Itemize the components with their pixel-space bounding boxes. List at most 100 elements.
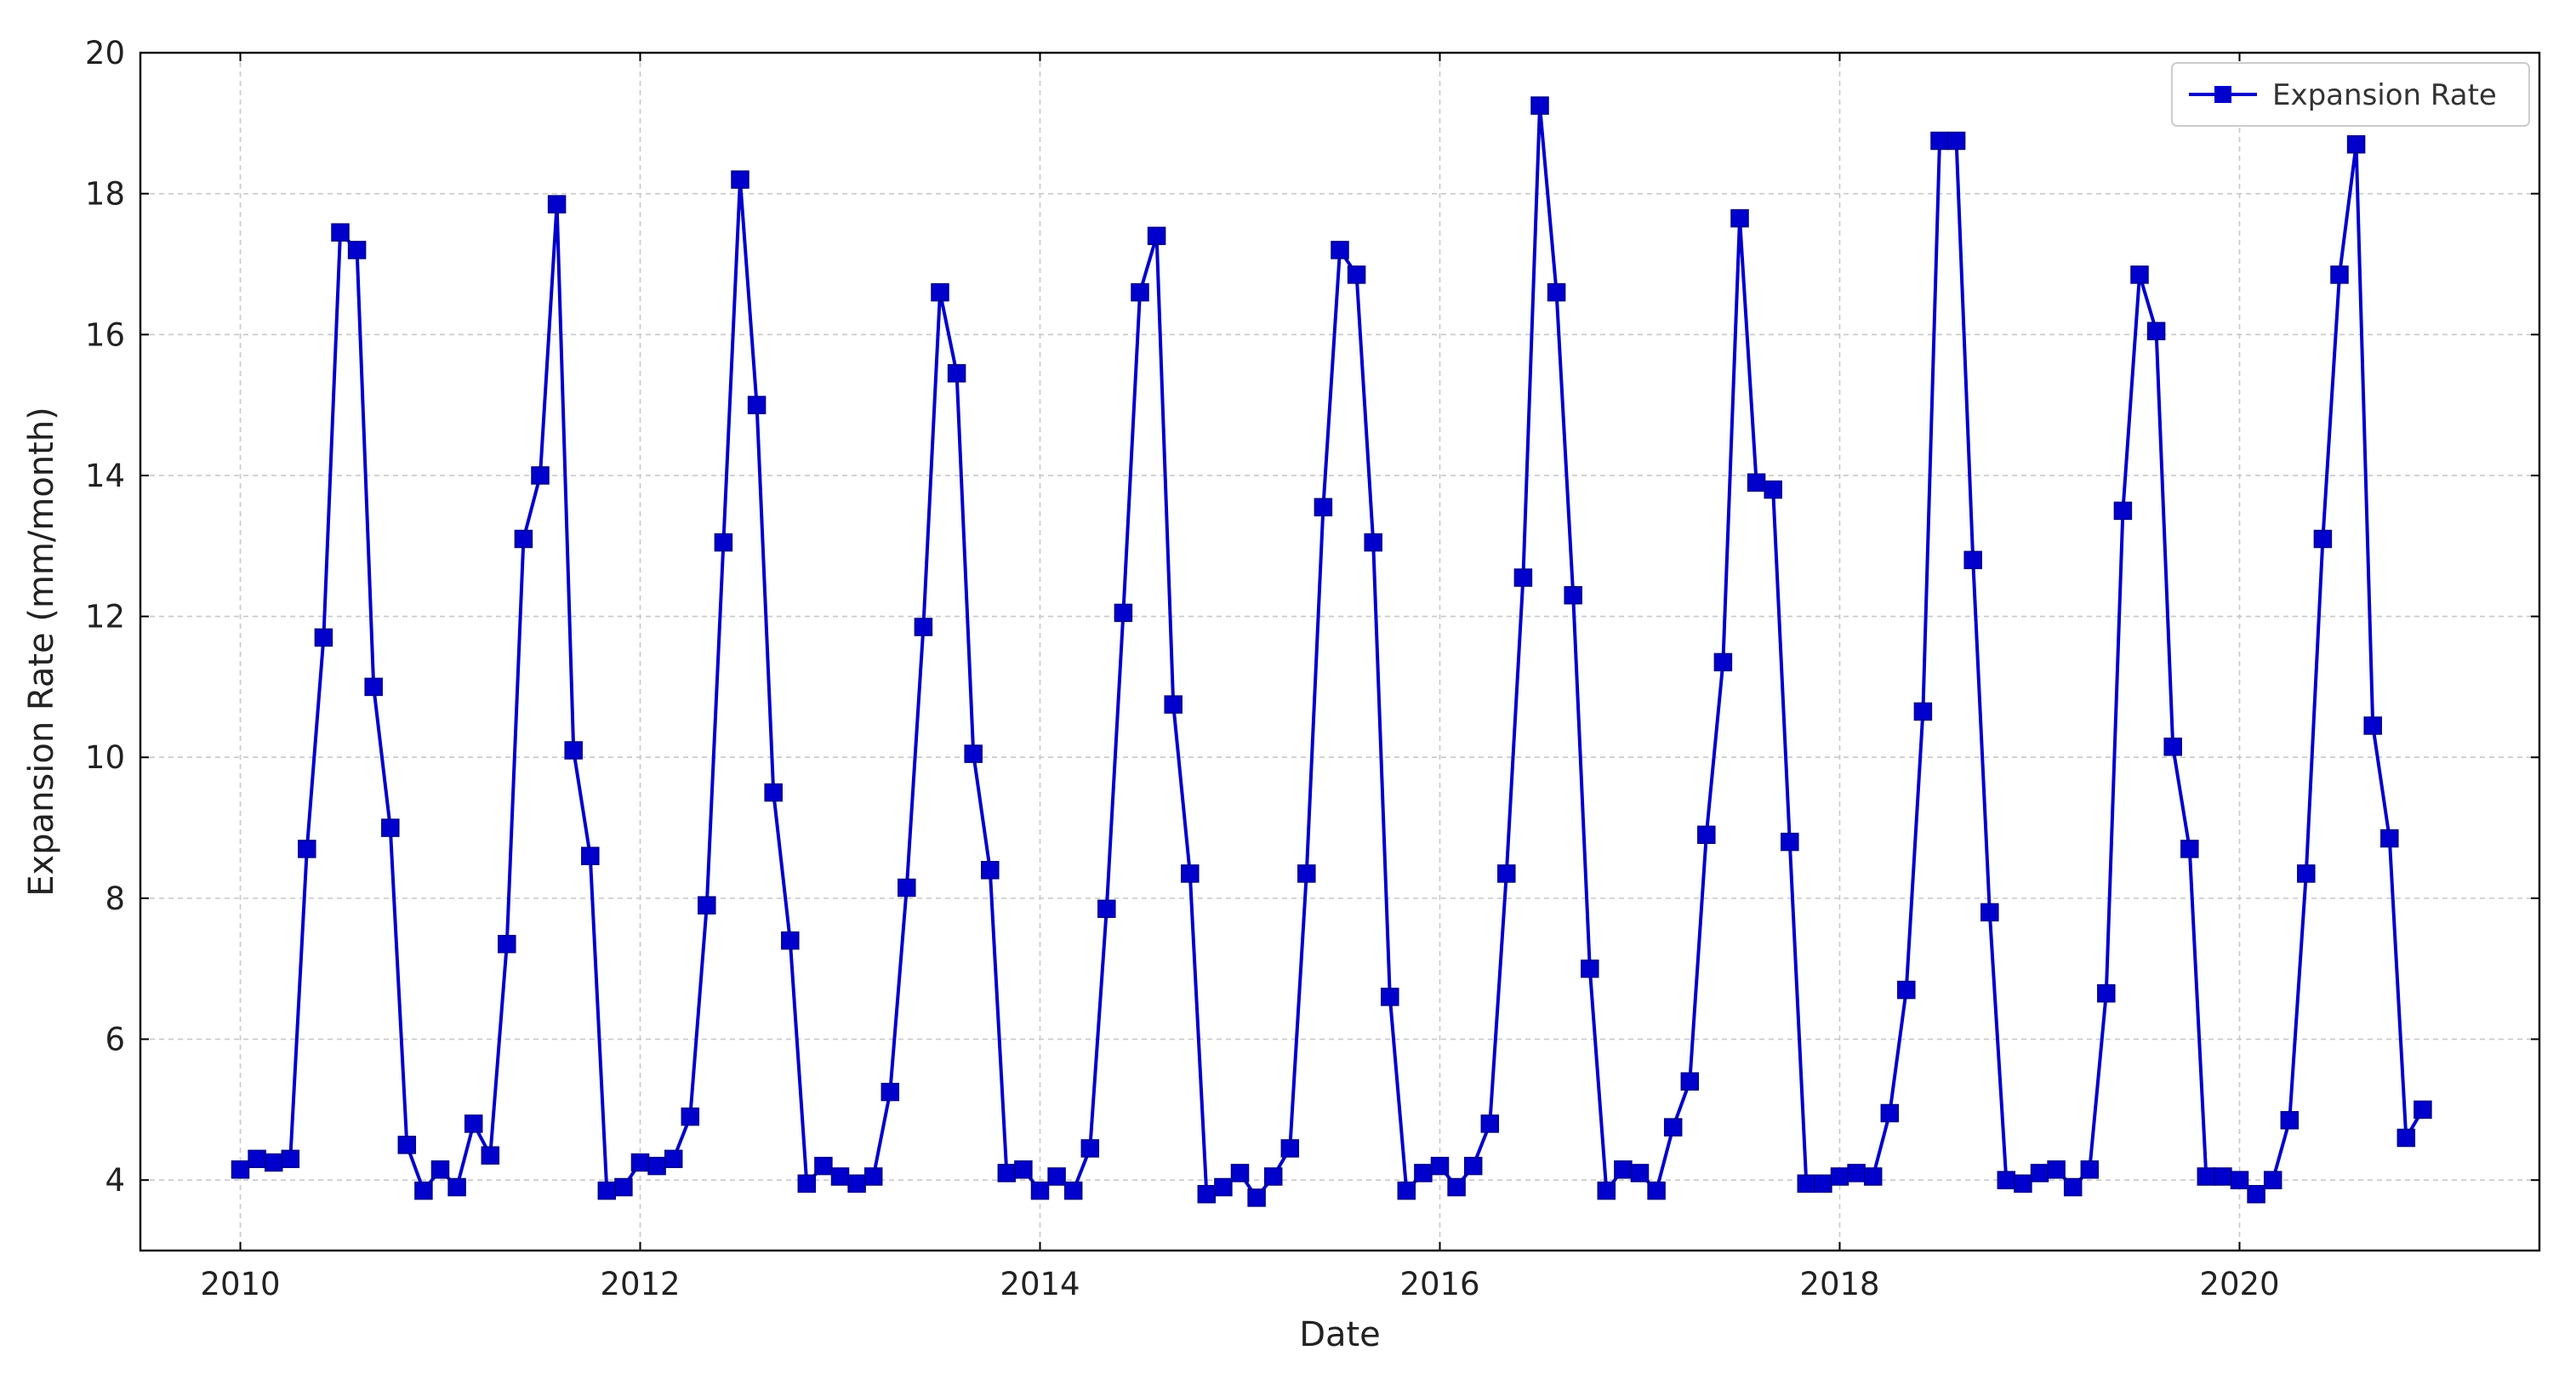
data-point	[2063, 1177, 2083, 1197]
data-point	[414, 1181, 433, 1200]
data-point	[1114, 603, 1133, 623]
data-point	[931, 282, 949, 302]
x-tick-label: 2018	[1799, 1266, 1879, 1302]
data-point	[681, 1107, 700, 1126]
data-point	[614, 1177, 633, 1197]
data-point	[2113, 501, 2133, 521]
legend-marker-swatch	[2214, 86, 2231, 103]
data-point	[1930, 131, 1949, 151]
x-tick-label: 2020	[2199, 1266, 2279, 1302]
data-point	[1197, 1184, 1217, 1204]
data-point	[1697, 825, 1716, 845]
data-point	[248, 1149, 266, 1169]
data-point	[1347, 265, 1366, 284]
data-point	[1530, 96, 1549, 115]
data-point	[863, 1167, 883, 1186]
data-point	[331, 223, 350, 242]
data-point	[298, 840, 316, 858]
data-point	[1230, 1164, 1250, 1182]
data-point	[1164, 695, 1183, 714]
data-point	[1547, 282, 1566, 302]
series-layer	[231, 96, 2432, 1207]
data-point	[1214, 1177, 1233, 1197]
data-point	[1263, 1167, 1283, 1186]
data-point	[1397, 1181, 1416, 1200]
data-point	[1381, 988, 1399, 1006]
data-point	[2280, 1111, 2300, 1130]
data-point	[1830, 1167, 1849, 1186]
data-point	[281, 1149, 300, 1169]
data-point	[1946, 131, 1966, 151]
data-point	[1097, 899, 1116, 919]
data-point	[881, 1082, 900, 1102]
y-tick-label: 18	[85, 176, 125, 213]
data-point	[498, 934, 516, 954]
data-point	[2214, 1167, 2232, 1186]
data-point	[1597, 1181, 1616, 1200]
x-tick-label: 2014	[1000, 1266, 1080, 1302]
data-point	[2197, 1167, 2216, 1186]
data-point	[797, 1174, 817, 1194]
y-tick-label: 14	[85, 458, 125, 494]
data-point	[1047, 1167, 1066, 1186]
data-point	[1080, 1139, 1100, 1158]
legend-entry-expansion-rate: Expansion Rate	[2272, 78, 2497, 112]
data-point	[364, 677, 383, 697]
data-point	[2396, 1128, 2416, 1148]
data-point	[664, 1149, 683, 1169]
data-point	[314, 628, 333, 647]
x-axis-label: Date	[1299, 1315, 1381, 1354]
data-point	[1614, 1160, 1633, 1179]
data-point	[2030, 1164, 2049, 1182]
data-point	[2097, 983, 2116, 1003]
data-point	[1880, 1103, 1900, 1123]
data-point	[1147, 226, 1166, 246]
data-point	[731, 170, 749, 189]
data-point	[1713, 652, 1733, 672]
data-point	[1747, 473, 1766, 492]
data-point	[1364, 533, 1382, 552]
data-point	[914, 618, 933, 636]
y-tick-label: 10	[85, 739, 125, 776]
data-point	[564, 741, 583, 760]
data-point	[2130, 265, 2149, 284]
data-point	[997, 1164, 1017, 1182]
data-point	[1581, 959, 1599, 978]
data-point	[1897, 980, 1916, 1000]
plot-frame	[139, 51, 2541, 1252]
data-point	[947, 364, 966, 383]
data-point	[747, 396, 767, 414]
y-tick-label: 12	[85, 599, 125, 635]
data-point	[1181, 864, 1200, 883]
data-point	[1030, 1181, 1050, 1200]
data-point	[714, 533, 733, 552]
data-point	[597, 1181, 617, 1200]
data-point	[981, 861, 1000, 880]
data-point	[1131, 282, 1149, 302]
data-point	[1063, 1181, 1083, 1200]
data-point	[1680, 1072, 1700, 1091]
data-point	[2380, 829, 2399, 848]
data-point	[231, 1160, 250, 1179]
data-point	[1463, 1156, 1483, 1176]
data-point	[464, 1114, 483, 1133]
data-point	[2247, 1184, 2265, 1204]
data-point	[1963, 550, 1982, 570]
data-point	[581, 846, 600, 865]
data-point	[814, 1156, 833, 1176]
data-point	[781, 931, 800, 950]
data-point	[1513, 568, 1533, 587]
data-point	[481, 1146, 500, 1165]
data-point	[1997, 1171, 2016, 1189]
x-tick-label: 2016	[1399, 1266, 1479, 1302]
data-point	[1663, 1118, 1683, 1137]
data-point	[2047, 1160, 2066, 1179]
data-point	[964, 744, 983, 763]
axis-ticks: 2010 2012 2014 2016 2018 2020 4 6 8 10 12 14 16 18 20	[85, 35, 2539, 1302]
data-point	[2363, 716, 2382, 735]
data-point	[397, 1136, 417, 1154]
data-point	[1480, 1114, 1500, 1133]
data-point	[2297, 864, 2316, 883]
data-point	[830, 1167, 850, 1186]
